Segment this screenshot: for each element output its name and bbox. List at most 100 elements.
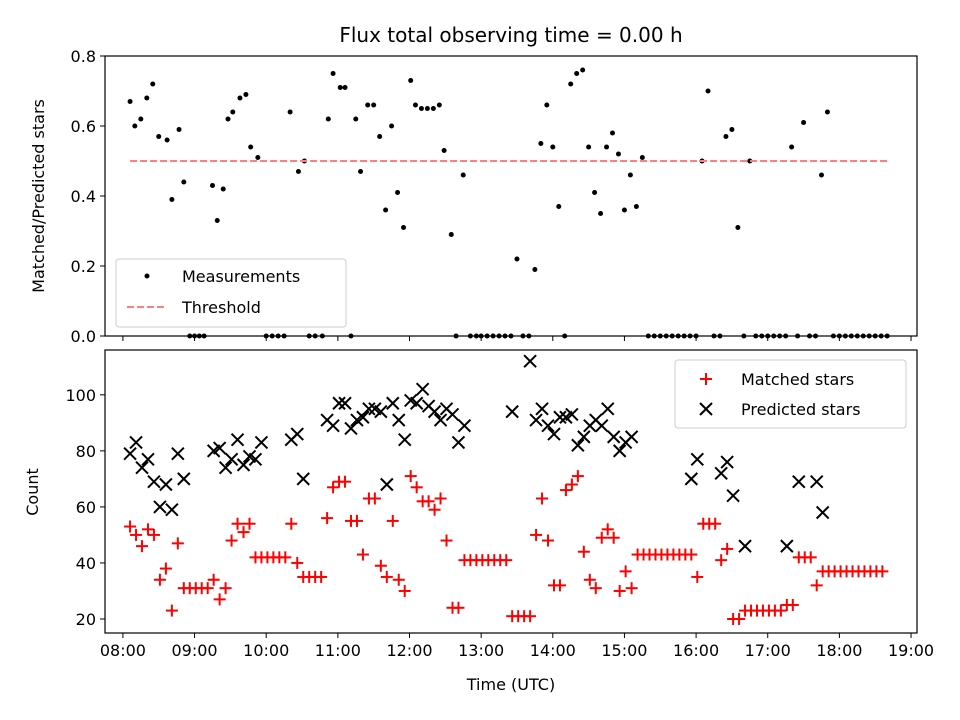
matched-stars-point bbox=[524, 610, 537, 623]
matched-stars-point bbox=[350, 514, 363, 527]
measurement-point bbox=[408, 78, 414, 83]
predicted-stars-point bbox=[571, 438, 585, 452]
measurement-point bbox=[538, 141, 544, 146]
x-tick-label: 16:00 bbox=[673, 641, 719, 660]
x-tick-label: 14:00 bbox=[530, 641, 576, 660]
predicted-stars-point bbox=[690, 452, 704, 466]
predicted-stars-point bbox=[326, 418, 340, 433]
y-tick-label: 0.6 bbox=[71, 117, 96, 136]
top-y-axis-label: Matched/Predicted stars bbox=[29, 99, 48, 293]
measurement-point bbox=[448, 232, 454, 237]
predicted-stars-point bbox=[230, 432, 245, 447]
legend-matched-label: Matched stars bbox=[741, 370, 854, 389]
predicted-stars-point bbox=[409, 396, 424, 410]
predicted-stars-point bbox=[123, 446, 137, 461]
predicted-stars-point bbox=[224, 452, 239, 466]
x-tick-label: 15:00 bbox=[601, 641, 647, 660]
matched-stars-point bbox=[141, 523, 154, 536]
matched-stars-point bbox=[147, 528, 160, 541]
measurement-point bbox=[287, 109, 293, 115]
predicted-stars-point bbox=[547, 427, 561, 441]
matched-stars-point bbox=[589, 582, 602, 595]
predicted-stars-point bbox=[338, 396, 352, 410]
predicted-stars-point bbox=[356, 410, 370, 424]
bottom-x-ticks: 08:00 09:00 10:00 11:00 12:00 13:00 14:00 15:00… bbox=[100, 633, 934, 660]
y-tick-label: 80 bbox=[76, 442, 96, 461]
measurement-point bbox=[598, 211, 604, 216]
predicted-stars-point bbox=[612, 444, 627, 458]
measurement-point bbox=[735, 225, 741, 230]
predicted-stars-point bbox=[457, 418, 472, 433]
bottom-plot-frame bbox=[104, 349, 918, 634]
measurement-point bbox=[460, 172, 466, 178]
matched-stars-point bbox=[225, 534, 238, 547]
measurement-point bbox=[818, 172, 824, 178]
y-tick-label: 20 bbox=[76, 610, 96, 629]
legend-predicted-marker bbox=[699, 402, 713, 416]
measurement-point bbox=[723, 134, 729, 139]
matched-stars-point bbox=[398, 584, 411, 597]
matched-stars-point bbox=[536, 492, 549, 505]
predicted-stars-point bbox=[427, 404, 442, 419]
measurement-point bbox=[138, 116, 144, 122]
predicted-stars-point bbox=[720, 455, 734, 469]
y-tick-label: 0.0 bbox=[71, 327, 96, 346]
x-tick-label: 19:00 bbox=[888, 641, 934, 660]
matched-stars-point bbox=[213, 593, 226, 606]
matched-stars-point bbox=[315, 570, 328, 583]
x-tick-label: 18:00 bbox=[816, 641, 862, 660]
matched-stars-point bbox=[542, 534, 555, 547]
predicted-stars-point bbox=[254, 435, 269, 450]
measurement-point bbox=[568, 81, 574, 87]
bottom-legend: Matched stars Predicted stars bbox=[674, 359, 907, 429]
measurement-point bbox=[441, 148, 447, 153]
measurement-point bbox=[164, 137, 170, 143]
matched-stars-point bbox=[685, 548, 698, 561]
measurement-point bbox=[621, 207, 627, 213]
predicted-stars-point bbox=[392, 413, 406, 427]
bottom-y-axis-label: Count bbox=[23, 468, 42, 516]
predicted-stars-point bbox=[553, 410, 567, 424]
matched-stars-point bbox=[810, 579, 823, 592]
matched-stars-point bbox=[428, 503, 441, 516]
measurement-point bbox=[747, 158, 753, 164]
predicted-stars-point bbox=[601, 402, 615, 416]
x-tick-label: 12:00 bbox=[386, 641, 432, 660]
legend-matched-marker bbox=[700, 373, 712, 385]
matched-stars-point bbox=[165, 604, 178, 617]
x-tick-label: 13:00 bbox=[458, 641, 504, 660]
matched-stars-point bbox=[721, 542, 734, 555]
y-tick-label: 0.8 bbox=[71, 47, 96, 66]
measurement-point bbox=[225, 116, 231, 122]
bottom-panel: 20 40 60 80 100 08:00 09:00 10:00 11:00 12:00 13:… bbox=[23, 349, 934, 694]
measurement-point bbox=[627, 172, 633, 178]
matched-stars-point bbox=[733, 612, 746, 625]
matched-stars-point bbox=[404, 470, 417, 483]
matched-stars-point bbox=[219, 582, 232, 595]
predicted-stars-point bbox=[780, 539, 794, 553]
measurement-point bbox=[181, 179, 187, 185]
predicted-stars-point bbox=[792, 474, 806, 489]
matched-stars-point bbox=[410, 481, 423, 494]
matched-stars-point bbox=[804, 551, 817, 564]
measurement-point bbox=[705, 88, 711, 94]
predicted-stars-point bbox=[374, 404, 388, 419]
measurement-point bbox=[389, 123, 395, 129]
chart-title: Flux total observing time = 0.00 h bbox=[339, 23, 682, 47]
matched-stars-point bbox=[583, 573, 596, 586]
matched-stars-point bbox=[368, 492, 381, 505]
predicted-stars-point bbox=[606, 430, 621, 444]
bottom-y-ticks: 20 40 60 80 100 bbox=[65, 386, 105, 629]
top-panel: 0.00.20.40.60.8 Matched/Predicted stars … bbox=[29, 47, 918, 346]
predicted-stars-point bbox=[177, 472, 191, 486]
matched-stars-point bbox=[374, 559, 387, 572]
matched-stars-point bbox=[285, 517, 298, 530]
bottom-x-axis-label: Time (UTC) bbox=[466, 675, 555, 694]
top-x-ticks bbox=[122, 336, 912, 341]
measurement-point bbox=[639, 155, 645, 160]
predicted-stars-point bbox=[135, 460, 149, 475]
y-tick-label: 100 bbox=[65, 386, 96, 405]
measurement-point bbox=[230, 109, 236, 115]
predicted-stars-point bbox=[535, 402, 549, 416]
